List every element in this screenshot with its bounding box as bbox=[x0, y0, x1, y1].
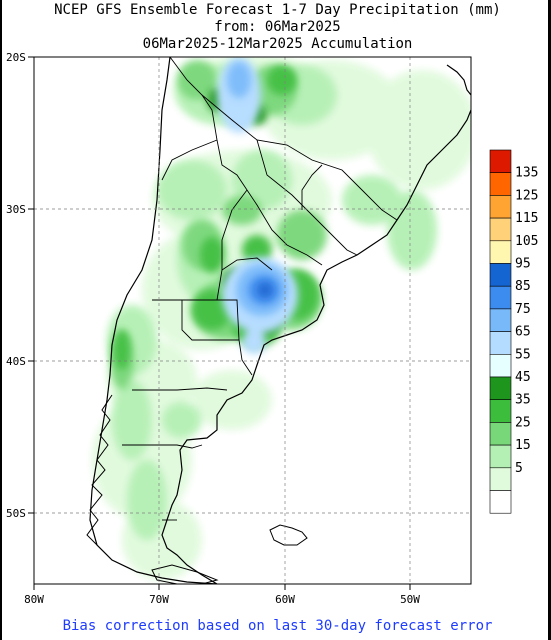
lat-label: 50S bbox=[6, 507, 26, 520]
legend-swatch bbox=[489, 172, 512, 196]
lat-label: 20S bbox=[6, 51, 26, 64]
legend-label: 45 bbox=[515, 370, 531, 385]
legend-label: 65 bbox=[515, 325, 531, 340]
legend-swatch bbox=[489, 399, 512, 423]
coastline-northeast bbox=[446, 64, 471, 96]
legend-label: 25 bbox=[515, 415, 531, 430]
map-border bbox=[33, 56, 472, 585]
graticule bbox=[34, 57, 471, 584]
lat-label: 40S bbox=[6, 355, 26, 368]
legend-swatch bbox=[489, 285, 512, 310]
legend-label: 75 bbox=[515, 302, 531, 317]
precip-shading bbox=[92, 57, 471, 580]
political-boundaries bbox=[122, 57, 398, 521]
accumulation-period: 06Mar2025-12Mar2025 Accumulation bbox=[142, 36, 413, 52]
legend-swatch bbox=[489, 490, 512, 514]
lon-label: 50W bbox=[400, 593, 420, 606]
legend-swatch bbox=[489, 467, 512, 491]
legend-label: 5 bbox=[515, 461, 523, 476]
falkland-islands bbox=[269, 524, 308, 546]
legend-swatch bbox=[489, 376, 512, 401]
map-layers bbox=[34, 57, 471, 584]
tierra-del-fuego bbox=[151, 564, 219, 584]
longitude-axis: 80W 70W 60W 50W bbox=[24, 584, 420, 606]
precip-legend: 135 125 115 105 95 85 75 65 55 45 35 25 15 5 bbox=[489, 149, 538, 514]
legend-swatch bbox=[489, 353, 512, 378]
legend-label: 85 bbox=[515, 279, 531, 294]
chile-fjords bbox=[86, 394, 113, 546]
coastline bbox=[89, 57, 471, 584]
legend-swatch bbox=[489, 444, 512, 469]
latitude-axis: 20S 30S 40S 50S bbox=[6, 51, 34, 520]
lon-label: 60W bbox=[275, 593, 295, 606]
legend-swatch bbox=[489, 217, 512, 242]
legend-label: 55 bbox=[515, 347, 531, 362]
legend-label: 135 bbox=[515, 166, 538, 181]
lon-label: 70W bbox=[149, 593, 169, 606]
legend-label: 35 bbox=[515, 393, 531, 408]
legend-swatch bbox=[489, 331, 512, 355]
legend-label: 115 bbox=[515, 211, 538, 226]
legend-swatch bbox=[489, 195, 512, 219]
lon-label: 80W bbox=[24, 593, 44, 606]
legend-swatch bbox=[489, 308, 512, 332]
legend-label: 95 bbox=[515, 257, 531, 272]
legend-label: 105 bbox=[515, 234, 538, 249]
forecast-init-date: from: 06Mar2025 bbox=[214, 19, 341, 35]
legend-swatch bbox=[489, 263, 512, 287]
bias-correction-note: Bias correction based on last 30-day for… bbox=[62, 618, 493, 634]
legend-swatch bbox=[489, 422, 512, 446]
legend-label: 125 bbox=[515, 188, 538, 203]
map-title: NCEP GFS Ensemble Forecast 1-7 Day Preci… bbox=[54, 2, 501, 18]
legend-label: 15 bbox=[515, 438, 531, 453]
legend-swatch bbox=[489, 240, 512, 264]
legend-swatch bbox=[489, 149, 512, 174]
lat-label: 30S bbox=[6, 203, 26, 216]
